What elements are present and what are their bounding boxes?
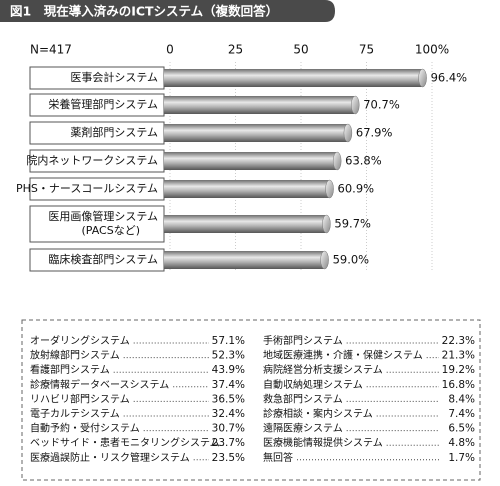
item-value: 6.5%: [448, 423, 475, 435]
item-name: 医療過誤防止・リスク管理システム: [30, 451, 190, 464]
item-value: 4.8%: [448, 437, 475, 449]
item-value: 19.2%: [442, 364, 475, 376]
value-label: 63.8%: [345, 154, 382, 168]
value-label: 67.9%: [356, 126, 393, 140]
item-value: 21.3%: [442, 350, 475, 362]
item-name: リハビリ部門システム: [30, 392, 130, 405]
item-value: 8.4%: [448, 393, 475, 405]
category-label: 医用画像管理システム(PACSなど): [48, 209, 158, 237]
bar-cap: [325, 179, 334, 199]
item-value: 43.9%: [212, 364, 245, 376]
item-value: 36.5%: [212, 393, 245, 405]
item-name: 地域医療連携・介護・保健システム: [263, 349, 423, 362]
bar: [164, 124, 348, 142]
item-name: 救急部門システム: [263, 392, 343, 405]
x-tick-label: 75: [359, 43, 374, 57]
bar-cap: [350, 95, 360, 115]
item-name: 放射線部門システム: [30, 349, 120, 362]
item-name: 看護部門システム: [30, 363, 110, 376]
category-label: PHS・ナースコールシステム: [16, 182, 158, 195]
value-label: 96.4%: [431, 71, 468, 85]
x-tick-label: 25: [228, 43, 243, 57]
bar-cap: [320, 250, 329, 270]
x-tick-label: 0: [166, 43, 174, 57]
value-label: 70.7%: [363, 98, 400, 112]
category-label: 栄養管理部門システム: [48, 97, 158, 111]
category-label: 医事会計システム: [70, 70, 158, 84]
bar: [164, 180, 330, 198]
item-name: 遠隔医療システム: [263, 422, 343, 435]
category-label: 臨床検査部門システム: [48, 252, 158, 266]
bar-cap: [332, 151, 342, 171]
item-name: 無回答: [263, 451, 293, 464]
item-name: 病院経営分析支援システム: [263, 363, 383, 376]
sample-size: N=417: [30, 43, 72, 57]
item-name: 自動収納処理システム: [263, 378, 363, 391]
item-value: 32.4%: [212, 408, 245, 420]
item-value: 23.5%: [212, 452, 245, 464]
value-label: 59.0%: [333, 253, 370, 267]
bar: [164, 96, 356, 114]
item-value: 37.4%: [212, 379, 245, 391]
value-label: 60.9%: [338, 182, 375, 196]
item-name: 手術部門システム: [263, 334, 343, 347]
bar-cap: [343, 123, 353, 143]
item-name: オーダリングシステム: [30, 334, 130, 347]
category-label: 薬剤部門システム: [70, 125, 158, 139]
chart-title: 図1 現在導入済みのICTシステム（複数回答）: [10, 4, 278, 19]
x-tick-label: 100%: [415, 43, 449, 57]
item-value: 1.7%: [448, 452, 475, 464]
x-tick-label: 50: [293, 43, 308, 57]
others-box: [21, 319, 481, 481]
item-value: 22.3%: [442, 335, 475, 347]
item-name: 医療機能情報提供システム: [263, 436, 383, 449]
title-bar: [0, 0, 335, 22]
item-value: 16.8%: [442, 379, 475, 391]
item-name: 診療情報データベースシステム: [30, 378, 169, 391]
bar-cap: [322, 214, 331, 234]
item-value: 52.3%: [212, 350, 245, 362]
item-value: 23.7%: [212, 437, 245, 449]
item-name: 電子カルテシステム: [30, 408, 120, 420]
item-name: 自動予約・受付システム: [30, 422, 140, 435]
bar-cap: [418, 68, 427, 88]
item-value: 30.7%: [212, 423, 245, 435]
bar: [164, 251, 325, 269]
bar: [164, 69, 423, 87]
category-label: 院内ネットワークシステム: [26, 153, 158, 167]
bar: [164, 215, 327, 233]
item-value: 57.1%: [212, 335, 245, 347]
item-value: 7.4%: [448, 408, 475, 420]
category-box: [29, 205, 165, 243]
bar: [164, 152, 338, 170]
value-label: 59.7%: [334, 217, 371, 231]
item-name: ベッドサイド・患者モニタリングシステム: [30, 436, 220, 449]
item-name: 診療相談・案内システム: [263, 407, 373, 420]
